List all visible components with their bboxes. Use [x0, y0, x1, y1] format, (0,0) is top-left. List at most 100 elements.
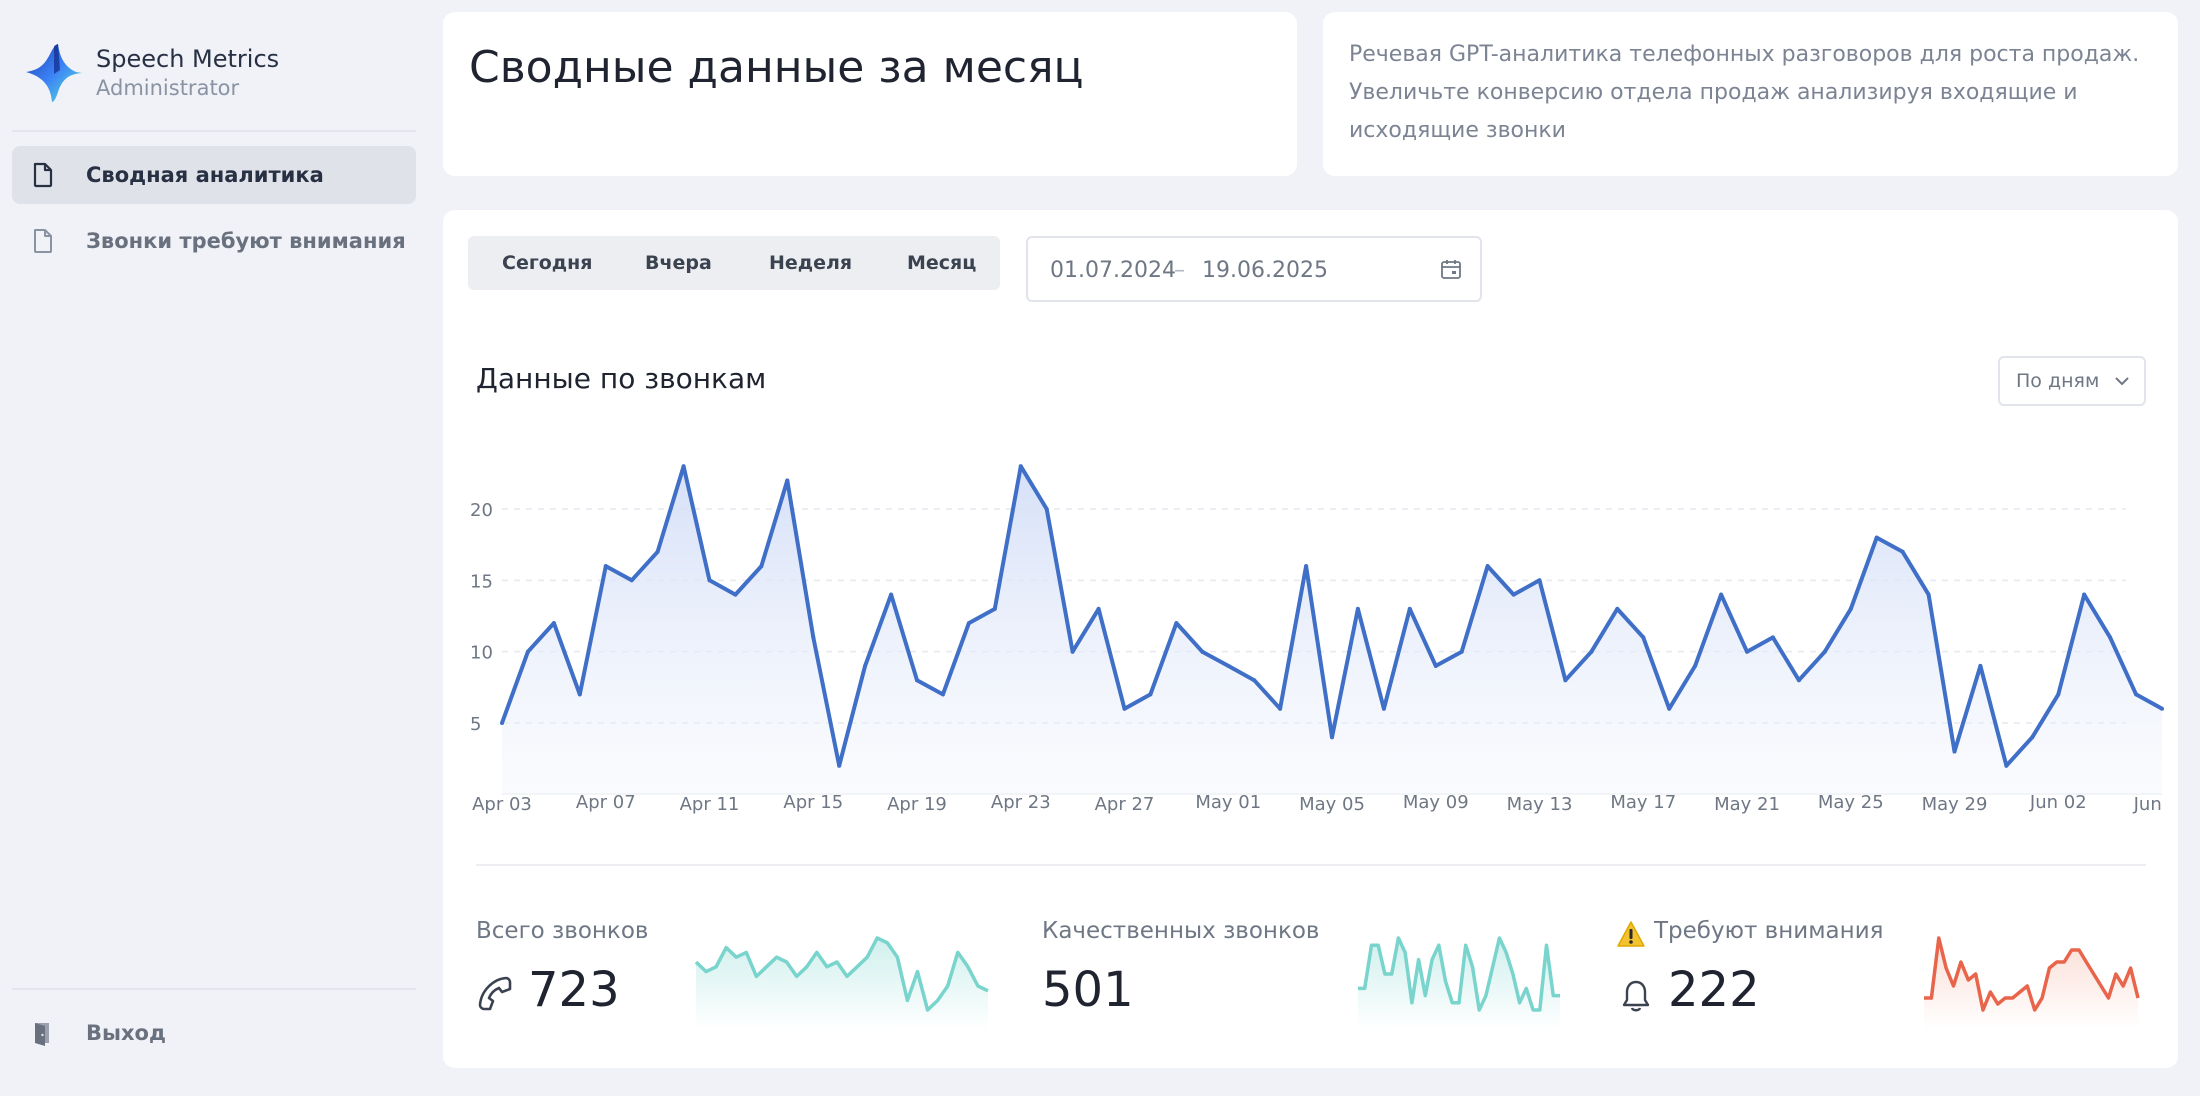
tab-month[interactable]: Месяц — [907, 252, 977, 274]
sidebar: Speech Metrics Administrator Сводная ана… — [0, 0, 430, 1096]
logout-button[interactable]: Выход — [12, 1004, 416, 1062]
logout-label: Выход — [86, 1021, 166, 1045]
data-point[interactable] — [2030, 735, 2035, 740]
data-point[interactable] — [992, 606, 997, 611]
data-point[interactable] — [1200, 649, 1205, 654]
data-point[interactable] — [1459, 649, 1464, 654]
data-point[interactable] — [1719, 592, 1724, 597]
data-point[interactable] — [1874, 535, 1879, 540]
data-point[interactable] — [603, 564, 608, 569]
x-tick-label: May 09 — [1403, 792, 1469, 813]
data-point[interactable] — [1330, 735, 1334, 740]
data-point[interactable] — [785, 478, 790, 483]
data-point[interactable] — [1693, 663, 1698, 668]
data-point[interactable] — [1148, 692, 1153, 697]
data-point[interactable] — [1615, 606, 1620, 611]
data-point[interactable] — [1745, 649, 1749, 654]
sidebar-item-label: Сводная аналитика — [86, 163, 324, 187]
data-point[interactable] — [811, 635, 816, 640]
chevron-down-icon — [2115, 377, 2129, 386]
data-point[interactable] — [1174, 621, 1179, 626]
x-tick-label: Jun 06 — [2133, 794, 2166, 815]
date-to[interactable]: 19.06.2025 — [1202, 258, 1328, 283]
data-point[interactable] — [915, 678, 919, 683]
phone-icon — [478, 976, 512, 1011]
data-point[interactable] — [2134, 692, 2139, 697]
data-point[interactable] — [1226, 663, 1231, 668]
data-point[interactable] — [1355, 606, 1360, 611]
data-point[interactable] — [889, 592, 894, 597]
data-point[interactable] — [1511, 592, 1516, 597]
x-tick-label: Apr 19 — [887, 794, 947, 815]
data-point[interactable] — [863, 663, 868, 668]
data-point[interactable] — [1563, 678, 1568, 683]
section-divider — [476, 864, 2146, 866]
data-point[interactable] — [733, 592, 738, 597]
data-point[interactable] — [966, 621, 971, 626]
data-point[interactable] — [2108, 635, 2113, 640]
chart-area — [502, 466, 2162, 794]
tab-week[interactable]: Неделя — [769, 252, 853, 274]
kpi-quality-label: Качественных звонков — [1042, 918, 1320, 944]
sidebar-item-attention-calls[interactable]: Звонки требуют внимания — [12, 212, 416, 270]
data-point[interactable] — [1537, 578, 1542, 583]
data-point[interactable] — [1641, 635, 1646, 640]
x-tick-label: May 13 — [1507, 794, 1573, 815]
data-point[interactable] — [1044, 507, 1049, 511]
data-point[interactable] — [1070, 649, 1075, 654]
data-point[interactable] — [551, 621, 556, 626]
data-point[interactable] — [1122, 706, 1127, 711]
data-point[interactable] — [2160, 706, 2164, 711]
data-point[interactable] — [1589, 649, 1594, 654]
data-point[interactable] — [1096, 606, 1101, 611]
data-point[interactable] — [629, 578, 634, 583]
data-point[interactable] — [681, 464, 686, 469]
warning-icon — [1617, 921, 1645, 947]
x-tick-label: May 17 — [1610, 792, 1676, 813]
data-point[interactable] — [1407, 606, 1412, 611]
data-point[interactable] — [577, 692, 582, 697]
data-point[interactable] — [525, 649, 530, 654]
description-card: Речевая GPT-аналитика телефонных разгово… — [1323, 12, 2178, 176]
data-point[interactable] — [1952, 749, 1957, 754]
data-point[interactable] — [500, 721, 504, 725]
data-point[interactable] — [1304, 564, 1309, 569]
data-point[interactable] — [2082, 592, 2087, 597]
sidebar-item-label: Звонки требуют внимания — [86, 229, 406, 253]
title-card: Сводные данные за месяц — [443, 12, 1297, 176]
data-point[interactable] — [1822, 649, 1827, 654]
date-range-picker[interactable]: 01.07.2024 – 19.06.2025 — [1026, 236, 1482, 302]
tab-yesterday[interactable]: Вчера — [645, 252, 712, 274]
data-point[interactable] — [1848, 606, 1853, 611]
data-point[interactable] — [759, 564, 764, 569]
data-point[interactable] — [1978, 663, 1983, 668]
calendar-icon[interactable] — [1440, 258, 1462, 280]
grouping-select[interactable]: По дням — [1998, 356, 2146, 406]
grouping-value: По дням — [2016, 370, 2100, 392]
brand-name: Speech Metrics — [96, 45, 280, 73]
sidebar-divider — [12, 130, 416, 132]
data-point[interactable] — [1433, 663, 1438, 668]
data-point[interactable] — [2004, 763, 2009, 768]
data-point[interactable] — [655, 549, 660, 554]
data-point[interactable] — [2056, 692, 2061, 697]
data-point[interactable] — [837, 763, 842, 768]
data-point[interactable] — [1900, 549, 1905, 554]
data-point[interactable] — [1796, 678, 1801, 683]
data-point[interactable] — [1381, 706, 1386, 711]
data-point[interactable] — [1667, 706, 1672, 711]
sidebar-item-summary[interactable]: Сводная аналитика — [12, 146, 416, 204]
data-point[interactable] — [1485, 564, 1490, 569]
data-point[interactable] — [1278, 706, 1283, 711]
date-from[interactable]: 01.07.2024 — [1050, 258, 1176, 283]
x-tick-label: May 25 — [1818, 792, 1884, 813]
tab-today[interactable]: Сегодня — [502, 252, 593, 274]
data-point[interactable] — [707, 578, 712, 583]
data-point[interactable] — [1770, 635, 1775, 640]
brand[interactable]: Speech Metrics Administrator — [24, 40, 279, 106]
data-point[interactable] — [1018, 464, 1023, 469]
data-point[interactable] — [1926, 592, 1931, 597]
data-point[interactable] — [1252, 678, 1257, 683]
kpi-total-label: Всего звонков — [476, 918, 649, 944]
data-point[interactable] — [940, 692, 945, 697]
